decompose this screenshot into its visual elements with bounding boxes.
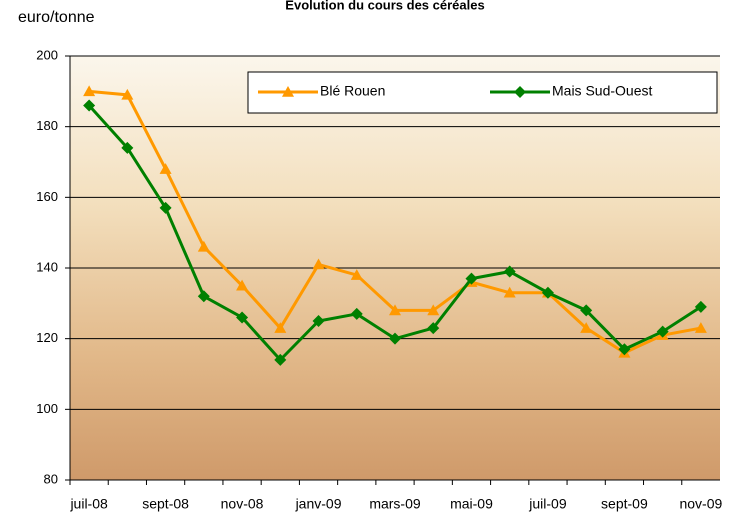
- legend-label: Blé Rouen: [320, 83, 385, 99]
- y-tick-label: 100: [36, 401, 58, 416]
- x-tick-label: janv-09: [295, 496, 342, 512]
- x-tick-label: sept-08: [142, 496, 189, 512]
- y-tick-label: 180: [36, 118, 58, 133]
- y-tick-label: 120: [36, 330, 58, 345]
- chart-title: Evolution du cours des céréales: [285, 0, 484, 12]
- x-tick-label: mai-09: [450, 496, 493, 512]
- x-tick-label: nov-08: [221, 496, 264, 512]
- chart: Evolution du cours des céréales euro/ton…: [0, 0, 750, 513]
- x-tick-label: sept-09: [601, 496, 648, 512]
- x-tick-label: juil-08: [69, 496, 108, 512]
- x-tick-label: juil-09: [528, 496, 567, 512]
- y-tick-label: 140: [36, 259, 58, 274]
- legend-label: Mais Sud-Ouest: [552, 83, 652, 99]
- y-tick-label: 160: [36, 189, 58, 204]
- x-tick-label: mars-09: [369, 496, 421, 512]
- y-tick-label: 200: [36, 47, 58, 62]
- y-tick-label: 80: [44, 471, 58, 486]
- x-tick-label: nov-09: [679, 496, 722, 512]
- y-axis-label: euro/tonne: [18, 9, 95, 26]
